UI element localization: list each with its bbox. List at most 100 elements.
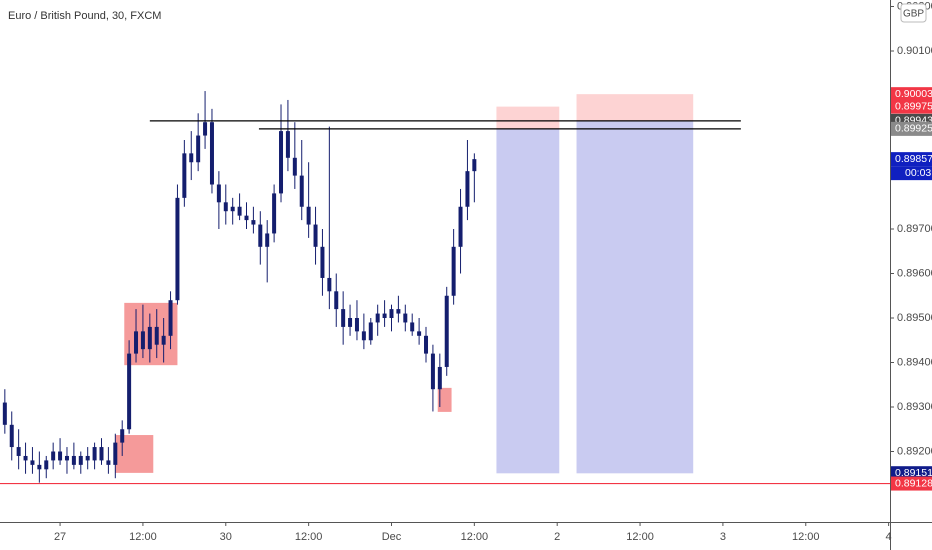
zone-box (437, 387, 452, 412)
x-tick-label: Dec (382, 531, 402, 543)
candle-body (203, 122, 208, 136)
chart-title: Euro / British Pound, 30, FXCM (8, 10, 161, 22)
candle-body (30, 460, 35, 465)
price-tag (891, 121, 932, 136)
candle-body (389, 309, 394, 319)
countdown-label: 00:03 (905, 167, 931, 179)
price-tag-label: 0.89151 (895, 467, 932, 479)
price-tag-label: 0.89857 (895, 153, 932, 165)
candle-body (430, 353, 435, 390)
candle-body (161, 335, 166, 345)
x-tick-label: 12:00 (626, 531, 654, 543)
price-tag-label: 0.89128 (895, 477, 932, 489)
candle-body (189, 153, 194, 163)
candle-body (285, 131, 290, 158)
candle-body (327, 277, 332, 292)
x-tick-label: 4 (886, 531, 892, 543)
candle-body (299, 175, 304, 207)
x-tick-label: 12:00 (295, 531, 323, 543)
candle-body (168, 300, 173, 336)
candle-body (140, 331, 145, 350)
candle-body (244, 215, 249, 221)
candle-body (223, 202, 228, 212)
candle-body (361, 331, 366, 341)
currency-button[interactable] (900, 3, 927, 23)
candle-body (23, 455, 28, 461)
candle-body (237, 206, 242, 216)
candle-body (272, 193, 277, 234)
candle-body (154, 326, 159, 345)
candle-body (92, 447, 97, 461)
candle-body (99, 447, 104, 461)
candle-body (292, 157, 297, 176)
candle-body (396, 309, 401, 314)
candle-body (2, 402, 7, 425)
candle-body (16, 447, 21, 456)
price-tag-label: 0.90003 (895, 88, 932, 100)
x-tick-label: 30 (220, 531, 232, 543)
currency-label[interactable]: GBP (903, 9, 924, 20)
candle-body (382, 313, 387, 319)
candle-body (265, 233, 270, 247)
candle-body (230, 206, 235, 212)
candle-body (58, 451, 63, 461)
candle-body (120, 429, 125, 443)
candle-body (313, 224, 318, 247)
candle-body (348, 318, 353, 327)
candle-body (451, 246, 456, 296)
candle-body (85, 455, 90, 461)
candle-body (465, 171, 470, 207)
x-tick-label: 12:00 (129, 531, 157, 543)
position-target (496, 128, 560, 474)
candle-body (320, 246, 325, 278)
candle-body (44, 460, 49, 470)
candle-body (106, 460, 111, 465)
price-tag (891, 87, 932, 102)
candle-body (78, 455, 83, 465)
candle-body (354, 318, 359, 332)
candle-body (472, 159, 477, 172)
candle-body (51, 451, 56, 461)
price-tag (891, 152, 932, 167)
y-tick-label: 0.89200 (897, 445, 932, 457)
position-target (576, 120, 694, 474)
candle-body (37, 464, 42, 470)
candle-body (444, 295, 449, 367)
candle-body (71, 455, 76, 465)
x-tick-label: 3 (720, 531, 726, 543)
candle-body (417, 331, 422, 336)
candle-body (458, 206, 463, 247)
candle-body (424, 335, 429, 354)
candle-body (341, 309, 346, 327)
price-tag (891, 99, 932, 114)
countdown-tag (891, 166, 932, 181)
candle-body (368, 322, 373, 341)
candle-body (251, 220, 256, 225)
position-stop (576, 94, 694, 121)
x-tick-label: 12:00 (792, 531, 820, 543)
candle-body (258, 224, 263, 247)
x-tick-label: 27 (54, 531, 66, 543)
candle-body (182, 153, 187, 198)
x-tick-label: 12:00 (461, 531, 489, 543)
candle-body (147, 326, 152, 350)
x-tick-label: 2 (554, 531, 560, 543)
candle-body (9, 424, 14, 448)
candle-body (216, 184, 221, 203)
candle-body (196, 135, 201, 163)
candle-body (175, 197, 180, 301)
price-tag-label: 0.89925 (895, 123, 932, 135)
candle-body (410, 322, 415, 332)
plot-area (0, 91, 890, 485)
candle-body (279, 131, 284, 194)
candle-body (127, 353, 132, 430)
